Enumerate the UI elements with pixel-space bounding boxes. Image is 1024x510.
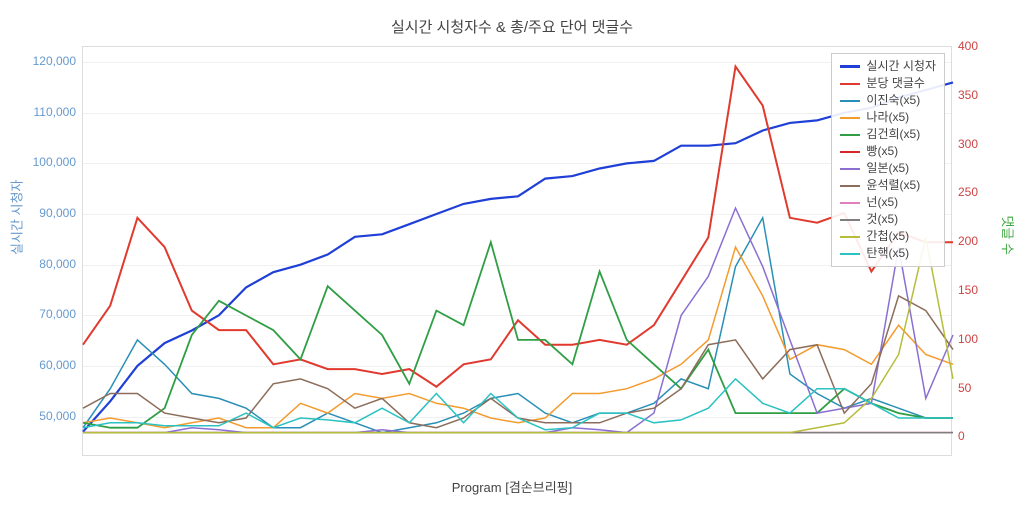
series-line <box>83 242 953 428</box>
y-right-tick: 200 <box>958 234 978 248</box>
y-right-tick: 300 <box>958 137 978 151</box>
y-right-tick: 250 <box>958 185 978 199</box>
legend-item[interactable]: 일본(x5) <box>840 160 936 177</box>
legend-swatch <box>840 100 860 102</box>
y-right-tick: 50 <box>958 381 971 395</box>
legend-item[interactable]: 간첩(x5) <box>840 228 936 245</box>
legend-swatch <box>840 202 860 204</box>
y-left-tick: 120,000 <box>33 54 76 68</box>
y-left-tick: 70,000 <box>39 307 76 321</box>
legend-label: 이진숙(x5) <box>866 92 920 109</box>
legend-label: 것(x5) <box>866 211 898 228</box>
legend-item[interactable]: 분당 댓글수 <box>840 75 936 92</box>
legend-swatch <box>840 134 860 136</box>
x-axis-label: Program [겸손브리핑] <box>452 477 572 496</box>
legend-item[interactable]: 탄핵(x5) <box>840 245 936 262</box>
y-right-tick: 400 <box>958 39 978 53</box>
legend-swatch <box>840 65 860 67</box>
legend-label: 일본(x5) <box>866 160 909 177</box>
legend-label: 빵(x5) <box>866 143 898 160</box>
legend-swatch <box>840 185 860 187</box>
y-axis-left: 50,000 60,000 70,000 80,000 90,000 100,000 110… <box>10 46 80 456</box>
y-right-tick: 0 <box>958 429 965 443</box>
chart-container: 실시간 시청자수 & 총/주요 단어 댓글수 실시간 시청자 댓글 수 50,0… <box>10 10 1014 500</box>
y-axis-right: 050100150200250300350400 <box>954 46 1014 456</box>
legend-label: 김건희(x5) <box>866 126 920 143</box>
y-left-tick: 90,000 <box>39 206 76 220</box>
plot-area: 실시간 시청자분당 댓글수이진숙(x5)나라(x5)김건희(x5)빵(x5)일본… <box>82 46 952 456</box>
legend-swatch <box>840 83 860 85</box>
legend-item[interactable]: 윤석렬(x5) <box>840 177 936 194</box>
legend: 실시간 시청자분당 댓글수이진숙(x5)나라(x5)김건희(x5)빵(x5)일본… <box>831 53 945 267</box>
legend-item[interactable]: 넌(x5) <box>840 194 936 211</box>
y-left-tick: 100,000 <box>33 155 76 169</box>
legend-swatch <box>840 151 860 153</box>
legend-item[interactable]: 이진숙(x5) <box>840 92 936 109</box>
legend-item[interactable]: 것(x5) <box>840 211 936 228</box>
legend-swatch <box>840 253 860 255</box>
legend-label: 분당 댓글수 <box>866 75 925 92</box>
y-left-tick: 110,000 <box>34 105 77 119</box>
y-left-tick: 50,000 <box>39 409 76 423</box>
legend-swatch <box>840 219 860 221</box>
series-line <box>83 237 953 432</box>
legend-item[interactable]: 나라(x5) <box>840 109 936 126</box>
y-left-tick: 80,000 <box>39 257 76 271</box>
chart-title: 실시간 시청자수 & 총/주요 단어 댓글수 <box>10 10 1014 43</box>
legend-label: 나라(x5) <box>866 109 909 126</box>
legend-item[interactable]: 빵(x5) <box>840 143 936 160</box>
y-right-tick: 100 <box>958 332 978 346</box>
legend-label: 넌(x5) <box>866 194 898 211</box>
legend-label: 윤석렬(x5) <box>866 177 920 194</box>
legend-swatch <box>840 236 860 238</box>
legend-item[interactable]: 실시간 시청자 <box>840 58 936 75</box>
legend-swatch <box>840 117 860 119</box>
legend-item[interactable]: 김건희(x5) <box>840 126 936 143</box>
chart-lines <box>83 47 951 455</box>
series-line <box>83 82 953 431</box>
legend-label: 탄핵(x5) <box>866 245 909 262</box>
y-right-tick: 150 <box>958 283 978 297</box>
legend-swatch <box>840 168 860 170</box>
legend-label: 간첩(x5) <box>866 228 909 245</box>
y-left-tick: 60,000 <box>39 358 76 372</box>
legend-label: 실시간 시청자 <box>866 58 936 75</box>
y-right-tick: 350 <box>958 88 978 102</box>
